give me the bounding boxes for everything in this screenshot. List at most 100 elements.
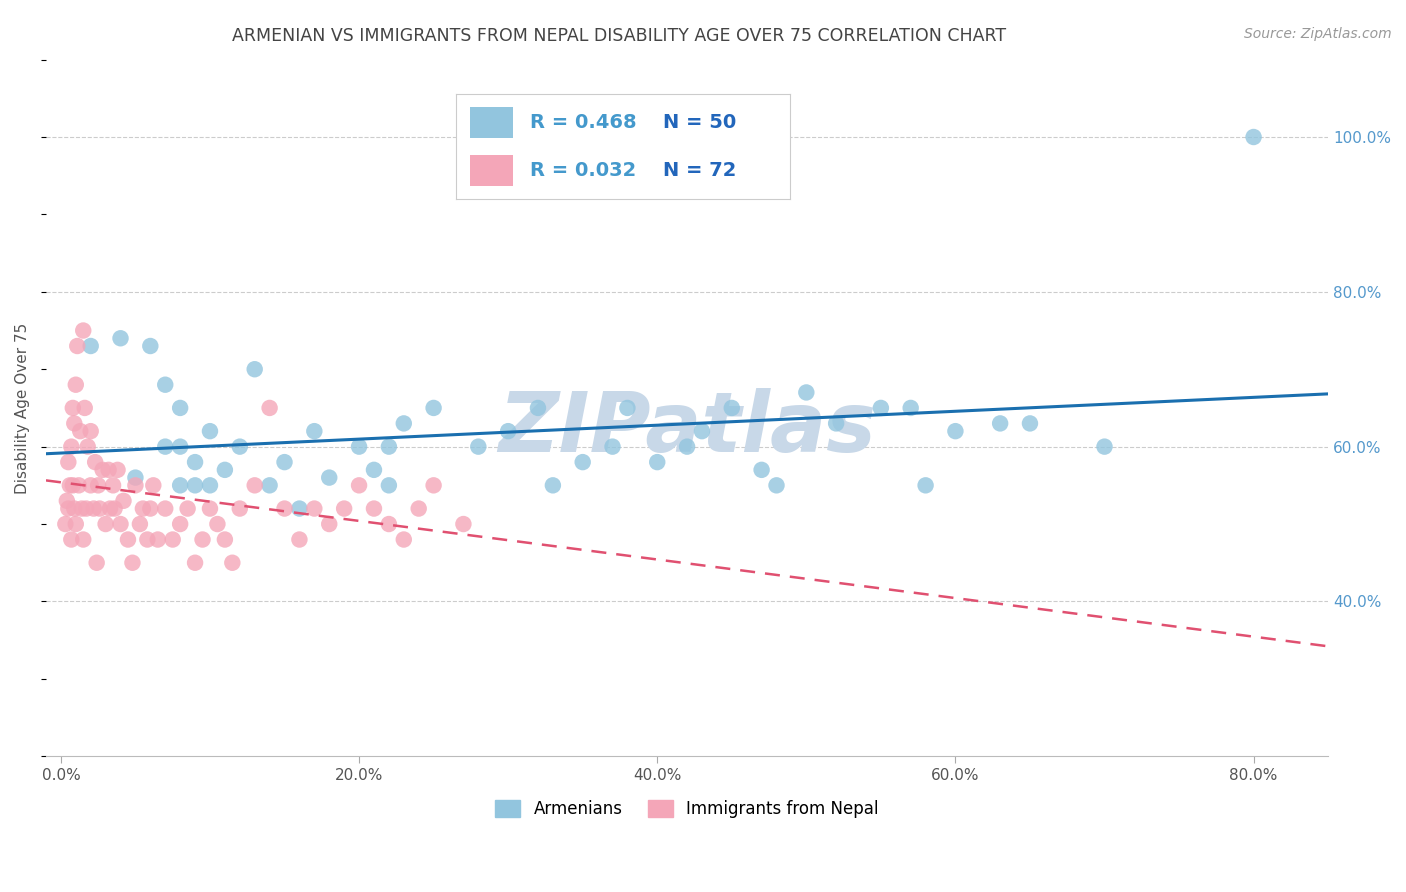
Point xyxy=(914,478,936,492)
Point xyxy=(132,501,155,516)
Point xyxy=(162,533,184,547)
Point xyxy=(112,493,135,508)
Point xyxy=(496,424,519,438)
Point xyxy=(63,501,86,516)
Point xyxy=(765,478,787,492)
Point xyxy=(121,556,143,570)
Point xyxy=(288,501,311,516)
Point xyxy=(107,463,129,477)
Point xyxy=(60,533,83,547)
Point xyxy=(80,478,103,492)
Y-axis label: Disability Age Over 75: Disability Age Over 75 xyxy=(15,322,30,493)
Point xyxy=(378,516,401,531)
Point xyxy=(65,516,87,531)
Point xyxy=(318,516,340,531)
Point xyxy=(541,478,564,492)
Point xyxy=(176,501,198,516)
Point xyxy=(98,501,121,516)
Point xyxy=(214,533,236,547)
Text: ZIPatlas: ZIPatlas xyxy=(498,388,876,469)
Text: Source: ZipAtlas.com: Source: ZipAtlas.com xyxy=(1244,27,1392,41)
Point xyxy=(198,501,221,516)
Point xyxy=(363,463,385,477)
Point xyxy=(117,533,139,547)
Point xyxy=(67,478,90,492)
Point xyxy=(89,501,111,516)
Point xyxy=(146,533,169,547)
Point xyxy=(94,516,117,531)
Point xyxy=(155,440,177,454)
Point xyxy=(422,401,444,415)
Point xyxy=(304,424,326,438)
Point xyxy=(243,362,266,376)
Point xyxy=(58,501,80,516)
Point xyxy=(66,339,89,353)
Point xyxy=(751,463,773,477)
Point xyxy=(408,501,430,516)
Point xyxy=(169,516,191,531)
Point xyxy=(378,478,401,492)
Point xyxy=(155,377,177,392)
Point xyxy=(76,440,98,454)
Point xyxy=(62,401,84,415)
Point xyxy=(602,440,624,454)
Point xyxy=(207,516,229,531)
Point xyxy=(229,501,252,516)
Point xyxy=(72,324,94,338)
Point xyxy=(347,440,370,454)
Point xyxy=(273,455,295,469)
Point xyxy=(124,478,146,492)
Point xyxy=(453,516,475,531)
Point xyxy=(363,501,385,516)
Point xyxy=(80,339,103,353)
Point xyxy=(72,533,94,547)
Point xyxy=(110,516,132,531)
Point xyxy=(214,463,236,477)
Point xyxy=(259,401,281,415)
Point xyxy=(221,556,243,570)
Point xyxy=(229,440,252,454)
Point xyxy=(58,455,80,469)
Point xyxy=(129,516,152,531)
Text: ARMENIAN VS IMMIGRANTS FROM NEPAL DISABILITY AGE OVER 75 CORRELATION CHART: ARMENIAN VS IMMIGRANTS FROM NEPAL DISABI… xyxy=(232,27,1005,45)
Point xyxy=(184,478,207,492)
Point xyxy=(988,417,1011,431)
Point xyxy=(347,478,370,492)
Point xyxy=(60,440,83,454)
Point xyxy=(91,463,114,477)
Point xyxy=(59,478,82,492)
Point xyxy=(467,440,489,454)
Point xyxy=(53,516,76,531)
Point xyxy=(318,470,340,484)
Point xyxy=(101,478,124,492)
Point xyxy=(676,440,699,454)
Point xyxy=(124,470,146,484)
Point xyxy=(1094,440,1116,454)
Point xyxy=(304,501,326,516)
Point xyxy=(900,401,922,415)
Point xyxy=(84,455,107,469)
Point xyxy=(571,455,593,469)
Point xyxy=(83,501,105,516)
Point xyxy=(75,501,97,516)
Point xyxy=(288,533,311,547)
Legend: Armenians, Immigrants from Nepal: Armenians, Immigrants from Nepal xyxy=(489,793,886,824)
Point xyxy=(169,401,191,415)
Point xyxy=(1243,130,1265,145)
Point xyxy=(73,401,96,415)
Point xyxy=(527,401,550,415)
Point xyxy=(142,478,165,492)
Point xyxy=(333,501,356,516)
Point xyxy=(273,501,295,516)
Point xyxy=(169,478,191,492)
Point xyxy=(63,417,86,431)
Point xyxy=(136,533,159,547)
Point xyxy=(70,501,93,516)
Point xyxy=(870,401,893,415)
Point xyxy=(87,478,110,492)
Point xyxy=(139,501,162,516)
Point xyxy=(198,478,221,492)
Point xyxy=(86,556,108,570)
Point xyxy=(62,478,84,492)
Point xyxy=(1019,417,1042,431)
